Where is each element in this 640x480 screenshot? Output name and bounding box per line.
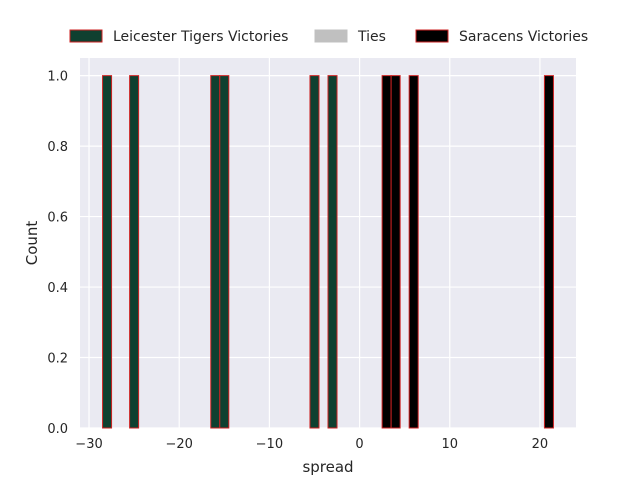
- y-tick-label: 0.8: [47, 140, 68, 155]
- x-tick-label: 10: [441, 437, 458, 452]
- bars: [102, 75, 554, 429]
- y-axis-ticks: 0.0 0.2 0.4 0.6 0.8 1.0: [47, 70, 68, 437]
- bar: [210, 75, 221, 429]
- legend-swatch: [314, 29, 348, 43]
- bar: [390, 75, 401, 429]
- y-tick-label: 1.0: [47, 70, 68, 85]
- bar: [327, 75, 338, 429]
- legend: Leicester Tigers Victories Ties Saracens V…: [69, 29, 588, 45]
- legend-label: Saracens Victories: [459, 29, 588, 45]
- x-tick-label: 0: [355, 437, 363, 452]
- x-tick-label: −20: [165, 437, 192, 452]
- bar: [219, 75, 230, 429]
- y-axis-label: Count: [23, 221, 41, 266]
- legend-swatch: [69, 29, 103, 43]
- bar: [408, 75, 419, 429]
- legend-label: Ties: [357, 29, 386, 45]
- bar: [381, 75, 392, 429]
- y-tick-label: 0.2: [47, 352, 68, 367]
- bar: [102, 75, 113, 429]
- y-tick-label: 0.4: [47, 281, 68, 296]
- y-tick-label: 0.0: [47, 422, 68, 437]
- x-tick-label: −10: [256, 437, 283, 452]
- x-axis-ticks: −30 −20 −10 0 10 20: [75, 437, 548, 452]
- bar: [309, 75, 320, 429]
- x-tick-label: −30: [75, 437, 102, 452]
- bar: [129, 75, 140, 429]
- y-tick-label: 0.6: [47, 211, 68, 226]
- bar: [543, 75, 554, 429]
- x-tick-label: 20: [532, 437, 549, 452]
- x-axis-label: spread: [302, 458, 353, 476]
- legend-swatch: [415, 29, 449, 43]
- legend-label: Leicester Tigers Victories: [113, 29, 288, 45]
